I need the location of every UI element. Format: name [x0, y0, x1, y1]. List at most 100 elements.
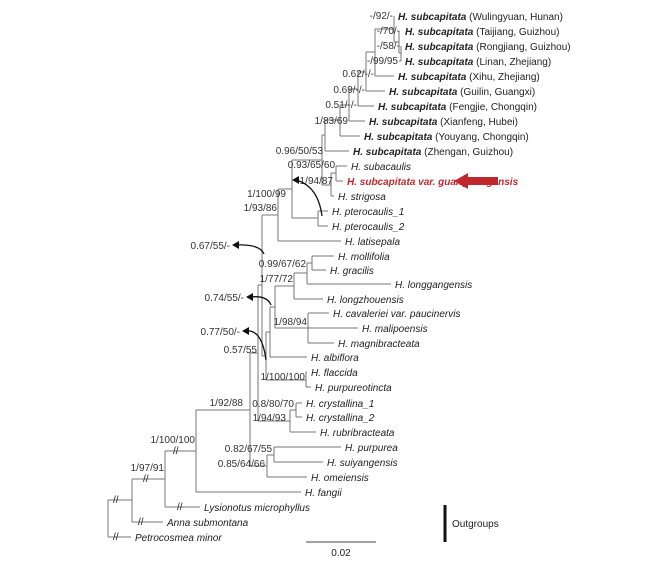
support-value: 0.57/55	[224, 345, 258, 356]
alt-support-value: 0.74/55/-	[205, 293, 244, 304]
taxon-label: Anna submontana	[166, 518, 249, 529]
taxon-name: H. purpurea	[345, 443, 398, 454]
taxon-name: H. pterocaulis_1	[332, 207, 404, 218]
taxon-label: H. rubribracteata	[320, 428, 395, 439]
support-value: 0.51/-/-	[325, 100, 357, 111]
taxon-name: H. subcapitata	[364, 132, 433, 143]
taxon-label: H. purpurea	[345, 443, 398, 454]
taxon-name: H. flaccida	[311, 368, 358, 379]
arrowhead-icon	[242, 327, 249, 335]
taxon-label: Lysionotus microphyllus	[204, 503, 310, 514]
support-value: -/99/95	[367, 56, 399, 67]
support-value: 0.96/50/53	[276, 146, 324, 157]
support-value: 0.93/65/60	[288, 160, 336, 171]
taxon-label: H. pterocaulis_1	[332, 207, 404, 218]
taxon-label: H. subcapitata (Xihu, Zhejiang)	[398, 72, 540, 83]
taxon-name: H. subcapitata var. guangdongensis	[347, 177, 519, 188]
taxon-name: H. subacaulis	[351, 162, 411, 173]
taxon-name: H. omeiensis	[311, 473, 369, 484]
taxon-locality: (Xianfeng, Hubei)	[437, 117, 518, 128]
taxon-name: H. purpureotincta	[315, 383, 392, 394]
taxon-label: H. pterocaulis_2	[332, 222, 405, 233]
taxon-label: H. mollifolia	[338, 252, 390, 263]
support-value: 1/92/88	[210, 398, 244, 409]
highlight-arrow-icon	[454, 173, 498, 189]
curved-arrow-icon	[249, 296, 272, 306]
support-value: 1/94/93	[253, 413, 287, 424]
taxon-name: H. gracilis	[330, 266, 374, 277]
scale-label: 0.02	[331, 548, 351, 559]
taxon-name: H. subcapitata	[369, 117, 438, 128]
taxon-label: H. longgangensis	[395, 280, 472, 291]
taxon-label: H. subcapitata (Fengjie, Chongqin)	[378, 102, 537, 113]
taxon-locality: (Zhengan, Guizhou)	[421, 147, 513, 158]
taxon-locality: (Youyang, Chongqin)	[432, 132, 528, 143]
taxon-name: Anna submontana	[166, 518, 249, 529]
support-value: 1/97/91	[131, 463, 165, 474]
taxon-label: H. subcapitata (Linan, Zhejiang)	[405, 57, 551, 68]
broken-branch-icon: //	[143, 474, 149, 485]
taxon-label: H. subcapitata (Youyang, Chongqin)	[364, 132, 529, 143]
support-value: 1/83/69	[315, 116, 349, 127]
taxon-locality: (Guilin, Guangxi)	[457, 87, 535, 98]
taxon-name: H. subcapitata	[378, 102, 447, 113]
taxon-label: H. fangii	[305, 488, 342, 499]
taxon-label: H. subcapitata (Zhengan, Guizhou)	[353, 147, 513, 158]
taxon-name: H. crystallina_1	[306, 399, 374, 410]
taxon-label: Petrocosmea minor	[135, 533, 222, 544]
taxon-label: H. longzhouensis	[327, 295, 404, 306]
alt-support-value: 0.67/55/-	[191, 241, 230, 252]
taxon-name: H. latisepala	[345, 237, 400, 248]
taxon-name: H. longzhouensis	[327, 295, 404, 306]
taxon-name: H. cavaleriei var. paucinervis	[333, 309, 460, 320]
taxon-label: H. subcapitata (Xianfeng, Hubei)	[369, 117, 518, 128]
taxon-label: H. subacaulis	[351, 162, 411, 173]
support-value: 0.82/67/55	[225, 444, 273, 455]
alt-support-value: 0.77/50/-	[201, 327, 240, 338]
support-value: -/58/-	[377, 41, 400, 52]
taxon-name: H. subcapitata	[405, 42, 474, 53]
support-value: 0.8/80/70	[252, 399, 294, 410]
arrowhead-icon	[292, 176, 299, 184]
taxon-name: Petrocosmea minor	[135, 533, 222, 544]
curved-arrow-icon	[235, 244, 265, 255]
taxon-locality: (Xihu, Zhejiang)	[466, 72, 539, 83]
support-value: 1/98/94	[274, 317, 308, 328]
taxon-label: H. strigosa	[338, 192, 386, 203]
taxon-name: H. magnibracteata	[338, 339, 420, 350]
taxon-name: H. subcapitata	[398, 72, 467, 83]
taxon-label: H. purpureotincta	[315, 383, 392, 394]
taxon-locality: (Linan, Zhejiang)	[473, 57, 551, 68]
taxon-name: H. subcapitata	[398, 12, 467, 23]
broken-branch-icon: //	[177, 502, 183, 513]
taxon-name: H. fangii	[305, 488, 342, 499]
taxon-name: H. subcapitata	[405, 27, 474, 38]
support-value: -/70/-	[377, 26, 400, 37]
taxon-label: H. subcapitata var. guangdongensis	[347, 177, 519, 188]
taxon-label: H. malipoensis	[362, 324, 428, 335]
support-value: 1/93/86	[244, 203, 278, 214]
support-value: 1/100/100	[261, 372, 306, 383]
taxon-name: H. longgangensis	[395, 280, 472, 291]
support-value: 1/100/99	[247, 189, 286, 200]
taxon-name: H. albiflora	[311, 353, 359, 364]
taxon-name: H. strigosa	[338, 192, 386, 203]
support-value: 0.62/-/-	[342, 69, 374, 80]
taxon-label: H. gracilis	[330, 266, 374, 277]
curved-arrow-icon	[295, 179, 323, 217]
support-value: 0.85/64/66	[218, 459, 266, 470]
taxon-name: H. mollifolia	[338, 252, 390, 263]
taxon-label: H. flaccida	[311, 368, 358, 379]
taxon-label: H. crystallina_2	[306, 413, 375, 424]
outgroups-label: Outgroups	[452, 519, 499, 530]
taxon-label: H. suiyangensis	[327, 458, 398, 469]
taxon-label: H. crystallina_1	[306, 399, 374, 410]
taxon-label: H. albiflora	[311, 353, 359, 364]
taxon-name: H. malipoensis	[362, 324, 428, 335]
support-value: 0.69/-/-	[333, 85, 365, 96]
taxon-name: H. subcapitata	[389, 87, 458, 98]
taxon-locality: (Rongjiang, Guizhou)	[473, 42, 570, 53]
taxon-name: H. rubribracteata	[320, 428, 395, 439]
